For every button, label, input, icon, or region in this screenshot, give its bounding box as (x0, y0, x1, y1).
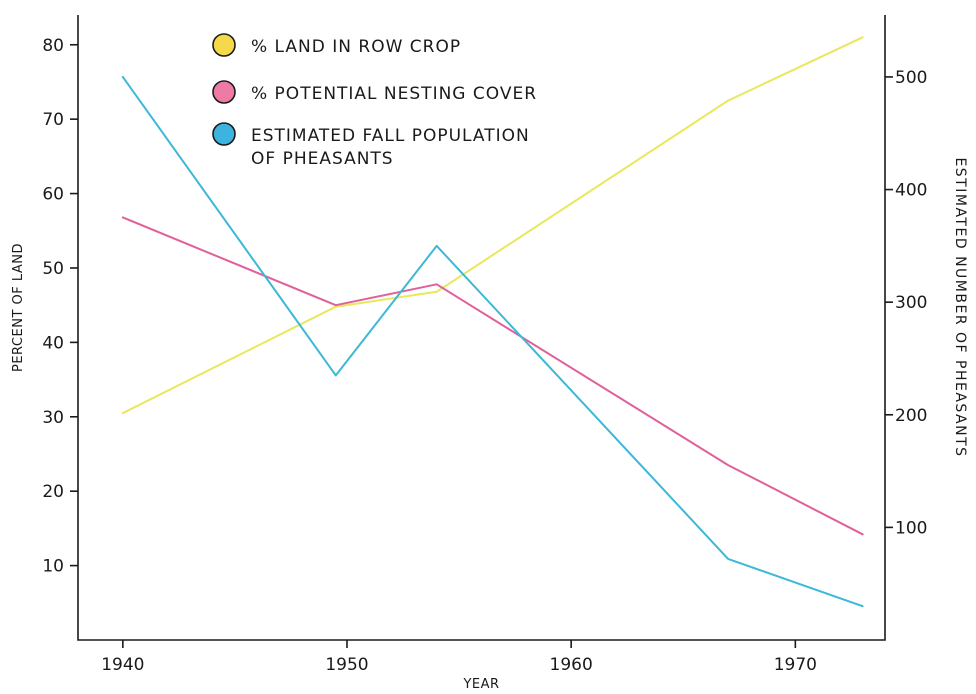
right-y-axis-ticks: 100 200 300 400 500 (885, 68, 927, 538)
left-y-tick-label: 80 (42, 36, 64, 56)
left-y-tick-label: 70 (42, 110, 64, 130)
legend-swatch-row-crop (212, 33, 236, 57)
series-line-nesting-cover (121, 216, 864, 536)
x-tick-label: 1950 (325, 655, 368, 675)
series-line-pheasant-population (121, 75, 864, 608)
left-y-axis-title: PERCENT OF LAND (11, 243, 26, 372)
legend-label-pheasant-population-line2: OF PHEASANTS (251, 149, 394, 169)
series-line-row-crop (121, 36, 864, 415)
legend-item-pheasant-population: ESTIMATED FALL POPULATION OF PHEASANTS (212, 122, 530, 169)
x-tick-label: 1970 (774, 655, 817, 675)
legend-swatch-pheasant-population (212, 122, 236, 146)
x-tick-label: 1940 (101, 655, 144, 675)
legend-label-nesting-cover: % POTENTIAL NESTING COVER (251, 84, 537, 104)
axis-frame (77, 15, 886, 641)
legend-label-row-crop: % LAND IN ROW CROP (251, 37, 461, 57)
legend-swatch-nesting-cover (212, 80, 236, 104)
legend-item-nesting-cover: % POTENTIAL NESTING COVER (212, 80, 537, 104)
left-y-tick-label: 20 (42, 482, 64, 502)
right-y-axis-title: ESTIMATED NUMBER OF PHEASANTS (952, 157, 968, 457)
series-lines (121, 36, 864, 608)
right-y-tick-label: 400 (895, 181, 927, 201)
legend-label-pheasant-population-line1: ESTIMATED FALL POPULATION (251, 126, 530, 146)
legend-item-row-crop: % LAND IN ROW CROP (212, 33, 461, 57)
left-y-axis-ticks: 10 20 30 40 50 60 70 80 (42, 36, 78, 577)
right-y-tick-label: 200 (895, 406, 927, 426)
right-y-tick-label: 100 (895, 518, 927, 538)
left-y-tick-label: 10 (42, 557, 64, 577)
x-axis-ticks: 1940 1950 1960 1970 (101, 640, 817, 675)
right-y-tick-label: 300 (895, 293, 927, 313)
x-axis-title: YEAR (462, 677, 499, 692)
right-y-tick-label: 500 (895, 68, 927, 88)
legend: % LAND IN ROW CROP % POTENTIAL NESTING C… (212, 33, 537, 169)
left-y-tick-label: 30 (42, 408, 64, 428)
left-y-tick-label: 50 (42, 259, 64, 279)
x-tick-label: 1960 (550, 655, 593, 675)
left-y-tick-label: 60 (42, 185, 64, 205)
left-y-tick-label: 40 (42, 333, 64, 353)
axes: 1940 1950 1960 1970 10 20 30 40 50 60 70 80 100 200… (42, 15, 927, 675)
